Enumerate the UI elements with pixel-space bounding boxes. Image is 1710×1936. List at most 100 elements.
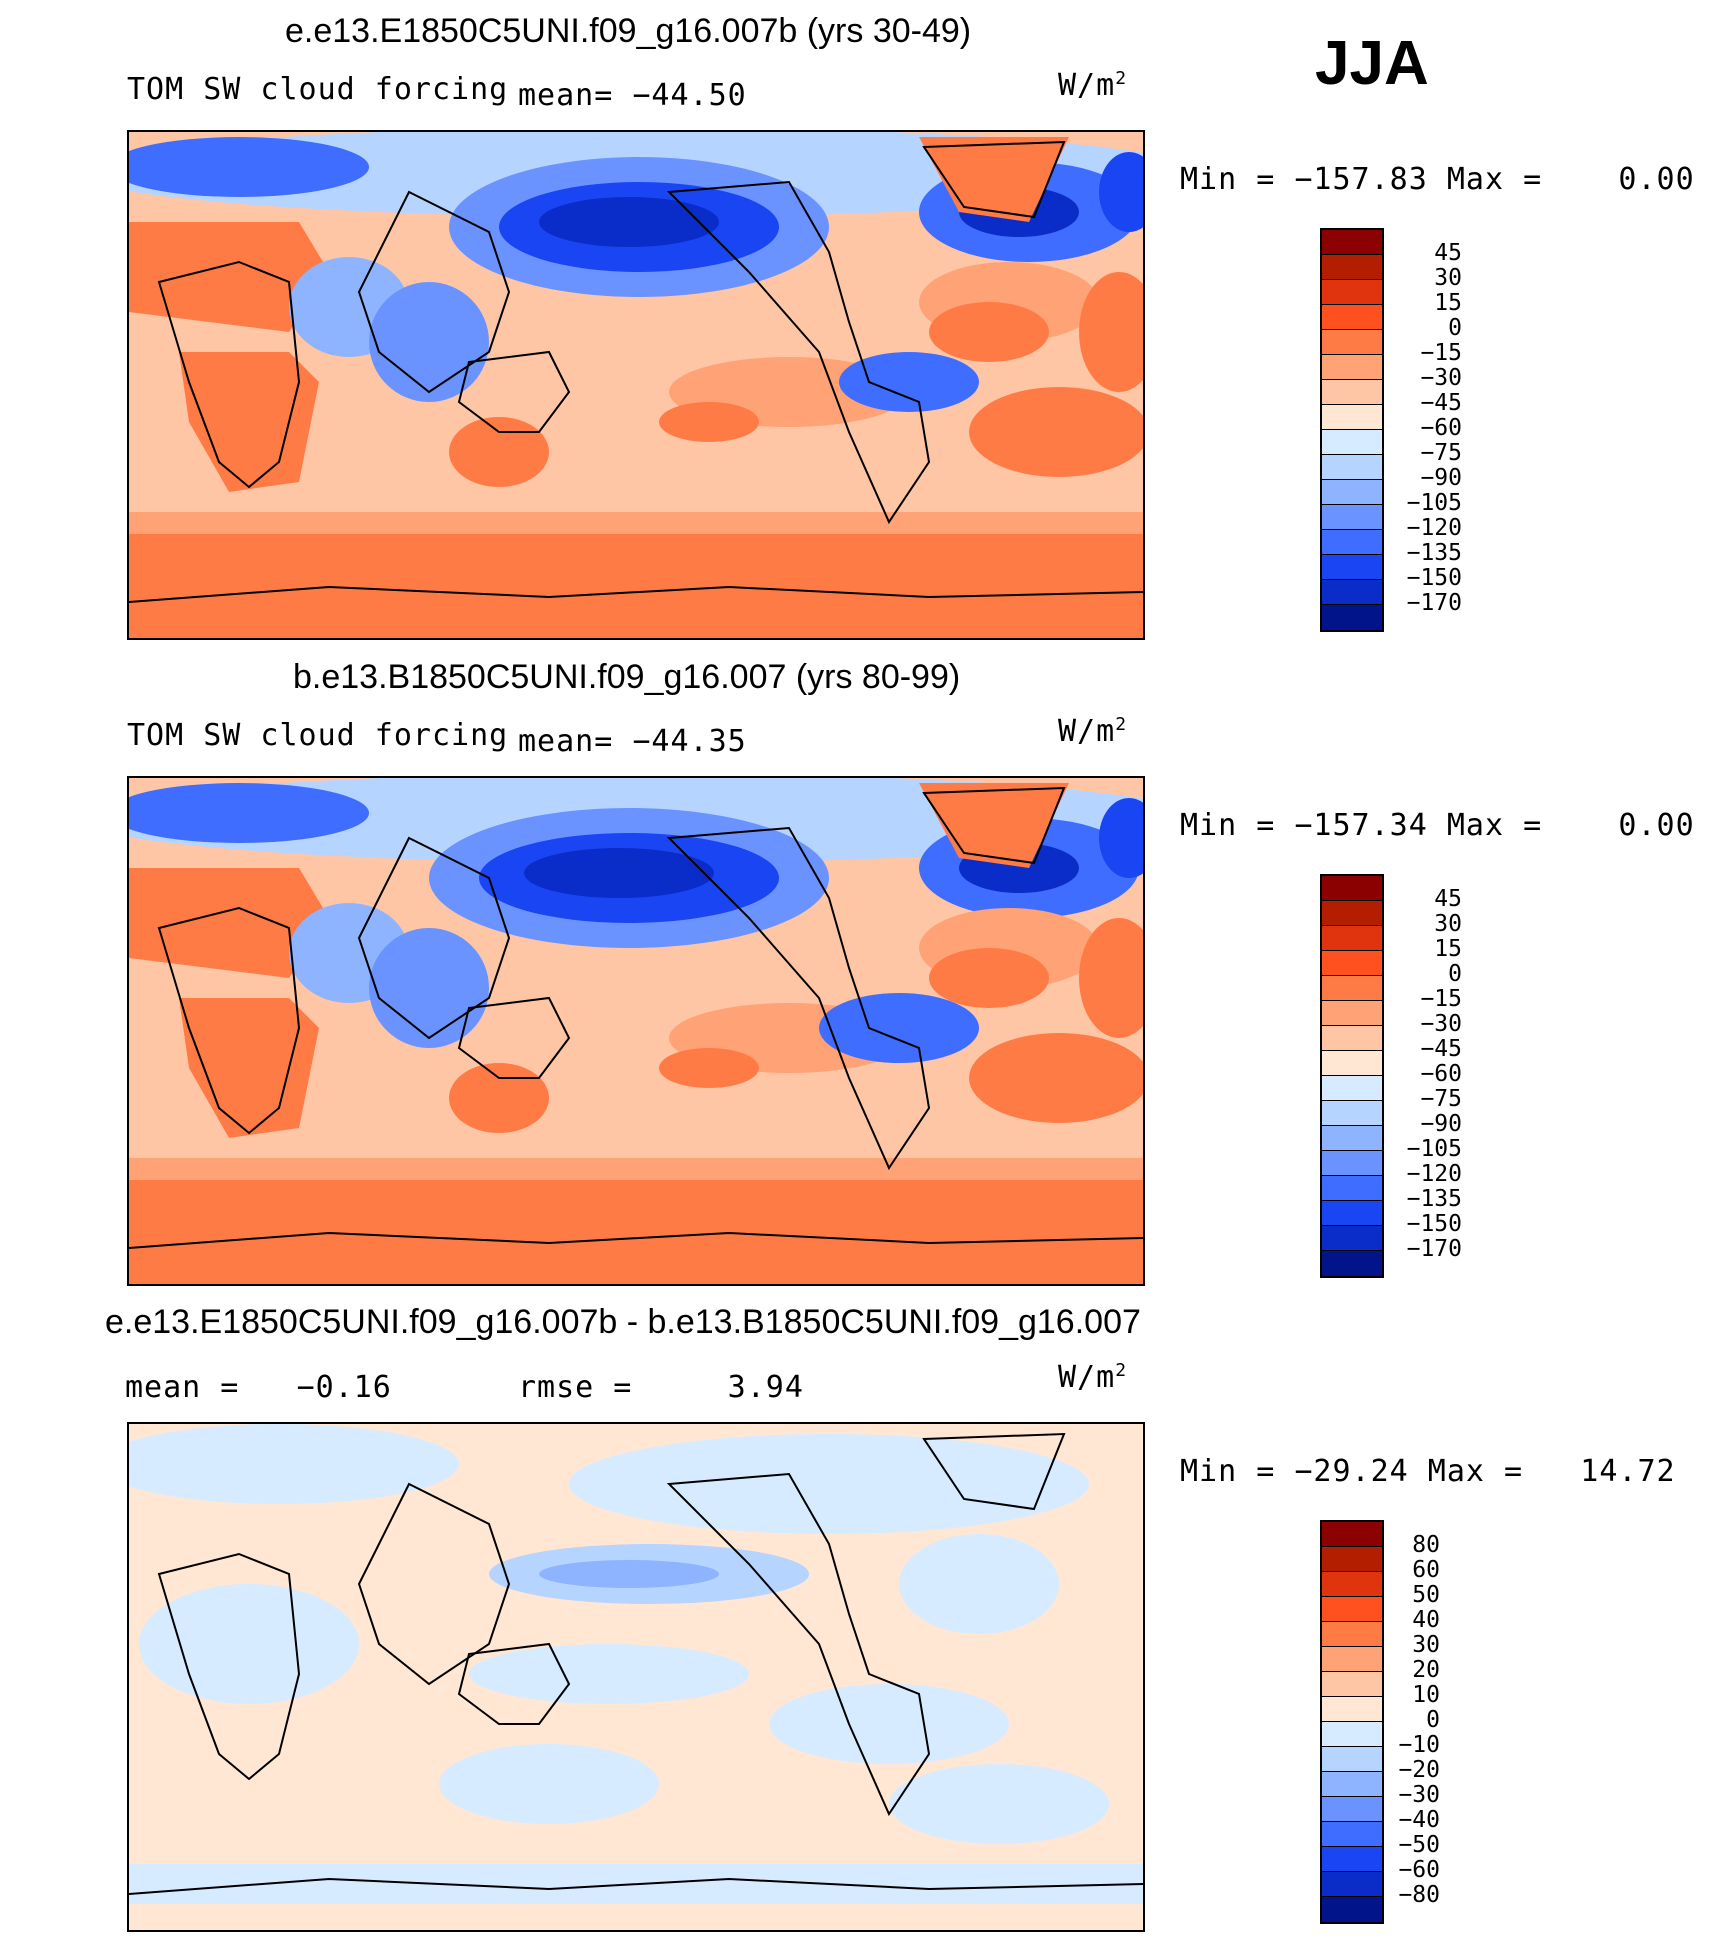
colorbar-label: −170 (1406, 590, 1462, 616)
colorbar-label: −45 (1420, 1036, 1462, 1062)
panel3-map-plot (129, 1424, 1143, 1930)
colorbar-swatch (1322, 951, 1382, 976)
colorbar-label: −120 (1406, 1161, 1462, 1187)
colorbar-label: 30 (1434, 911, 1462, 937)
colorbar-swatch (1322, 1897, 1382, 1922)
colorbar-swatch (1322, 530, 1382, 555)
panel2-mean: mean= −44.35 (518, 724, 747, 759)
colorbar-label: −40 (1398, 1807, 1440, 1833)
colorbar-swatch (1322, 1647, 1382, 1672)
panel2-minmax: Min = −157.34 Max = 0.00 (1180, 808, 1695, 843)
colorbar-swatch (1322, 330, 1382, 355)
panel3-title: e.e13.E1850C5UNI.f09_g16.007b - b.e13.B1… (105, 1303, 1141, 1341)
colorbar-swatch (1322, 380, 1382, 405)
colorbar-label: −75 (1420, 1086, 1462, 1112)
colorbar-label: −80 (1398, 1882, 1440, 1908)
colorbar-label: −135 (1406, 540, 1462, 566)
colorbar-swatch (1322, 1797, 1382, 1822)
colorbar-swatch (1322, 1051, 1382, 1076)
colorbar-swatch (1322, 430, 1382, 455)
colorbar-swatch (1322, 876, 1382, 901)
colorbar-swatch (1322, 1126, 1382, 1151)
colorbar-swatch (1322, 1697, 1382, 1722)
colorbar-label: 80 (1412, 1532, 1440, 1558)
colorbar-swatch (1322, 901, 1382, 926)
colorbar-label: −45 (1420, 390, 1462, 416)
colorbar-swatch (1322, 1151, 1382, 1176)
colorbar-label: 30 (1434, 265, 1462, 291)
colorbar-label: −120 (1406, 515, 1462, 541)
colorbar-swatch (1322, 1772, 1382, 1797)
panel1-variable: TOM SW cloud forcing (127, 72, 509, 107)
panel1-minmax: Min = −157.83 Max = 0.00 (1180, 162, 1695, 197)
panel3-colorbar (1320, 1520, 1384, 1924)
colorbar-swatch (1322, 1176, 1382, 1201)
colorbar-swatch (1322, 280, 1382, 305)
colorbar-label: −135 (1406, 1186, 1462, 1212)
panel2-variable: TOM SW cloud forcing (127, 718, 509, 753)
colorbar-label: 15 (1434, 936, 1462, 962)
colorbar-label: −20 (1398, 1757, 1440, 1783)
colorbar-label: 30 (1412, 1632, 1440, 1658)
colorbar-swatch (1322, 1101, 1382, 1126)
colorbar-label: 0 (1426, 1707, 1440, 1733)
colorbar-label: 0 (1448, 315, 1462, 341)
panel3-map (127, 1422, 1145, 1932)
panel1-unit: W/m2 (1058, 68, 1128, 103)
colorbar-label: −60 (1420, 1061, 1462, 1087)
colorbar-swatch (1322, 580, 1382, 605)
colorbar-swatch (1322, 555, 1382, 580)
panel2-unit: W/m2 (1058, 714, 1128, 749)
colorbar-label: −30 (1420, 365, 1462, 391)
panel2-map-plot (129, 778, 1143, 1284)
colorbar-label: 0 (1448, 961, 1462, 987)
colorbar-swatch (1322, 1722, 1382, 1747)
colorbar-swatch (1322, 1747, 1382, 1772)
panel1-map (127, 130, 1145, 640)
panel3-mean: mean = −0.16 (125, 1370, 392, 1405)
colorbar-swatch (1322, 1076, 1382, 1101)
colorbar-label: −150 (1406, 1211, 1462, 1237)
panel1-colorbar (1320, 228, 1384, 632)
colorbar-swatch (1322, 405, 1382, 430)
colorbar-swatch (1322, 1026, 1382, 1051)
colorbar-label: −30 (1398, 1782, 1440, 1808)
colorbar-swatch (1322, 230, 1382, 255)
season-label: JJA (1315, 29, 1429, 98)
colorbar-swatch (1322, 1251, 1382, 1276)
colorbar-swatch (1322, 926, 1382, 951)
panel3-rmse: rmse = 3.94 (518, 1370, 804, 1405)
colorbar-swatch (1322, 355, 1382, 380)
colorbar-swatch (1322, 505, 1382, 530)
colorbar-swatch (1322, 1522, 1382, 1547)
colorbar-label: 10 (1412, 1682, 1440, 1708)
colorbar-swatch (1322, 605, 1382, 630)
colorbar-label: 50 (1412, 1582, 1440, 1608)
colorbar-label: −90 (1420, 465, 1462, 491)
panel1-map-plot (129, 132, 1143, 638)
colorbar-swatch (1322, 480, 1382, 505)
panel1-mean: mean= −44.50 (518, 78, 747, 113)
colorbar-label: 45 (1434, 240, 1462, 266)
colorbar-label: −105 (1406, 490, 1462, 516)
colorbar-swatch (1322, 1622, 1382, 1647)
colorbar-swatch (1322, 1872, 1382, 1897)
colorbar-label: 45 (1434, 886, 1462, 912)
colorbar-label: −90 (1420, 1111, 1462, 1137)
colorbar-label: −15 (1420, 340, 1462, 366)
colorbar-swatch (1322, 1672, 1382, 1697)
panel3-minmax: Min = −29.24 Max = 14.72 (1180, 1454, 1676, 1489)
panel2-title: b.e13.B1850C5UNI.f09_g16.007 (yrs 80-99) (293, 658, 961, 696)
colorbar-label: −50 (1398, 1832, 1440, 1858)
colorbar-swatch (1322, 1001, 1382, 1026)
colorbar-swatch (1322, 1201, 1382, 1226)
colorbar-label: 40 (1412, 1607, 1440, 1633)
colorbar-swatch (1322, 255, 1382, 280)
colorbar-swatch (1322, 1822, 1382, 1847)
colorbar-swatch (1322, 1572, 1382, 1597)
colorbar-label: −170 (1406, 1236, 1462, 1262)
colorbar-label: −75 (1420, 440, 1462, 466)
colorbar-label: −60 (1420, 415, 1462, 441)
colorbar-swatch (1322, 1847, 1382, 1872)
colorbar-swatch (1322, 305, 1382, 330)
